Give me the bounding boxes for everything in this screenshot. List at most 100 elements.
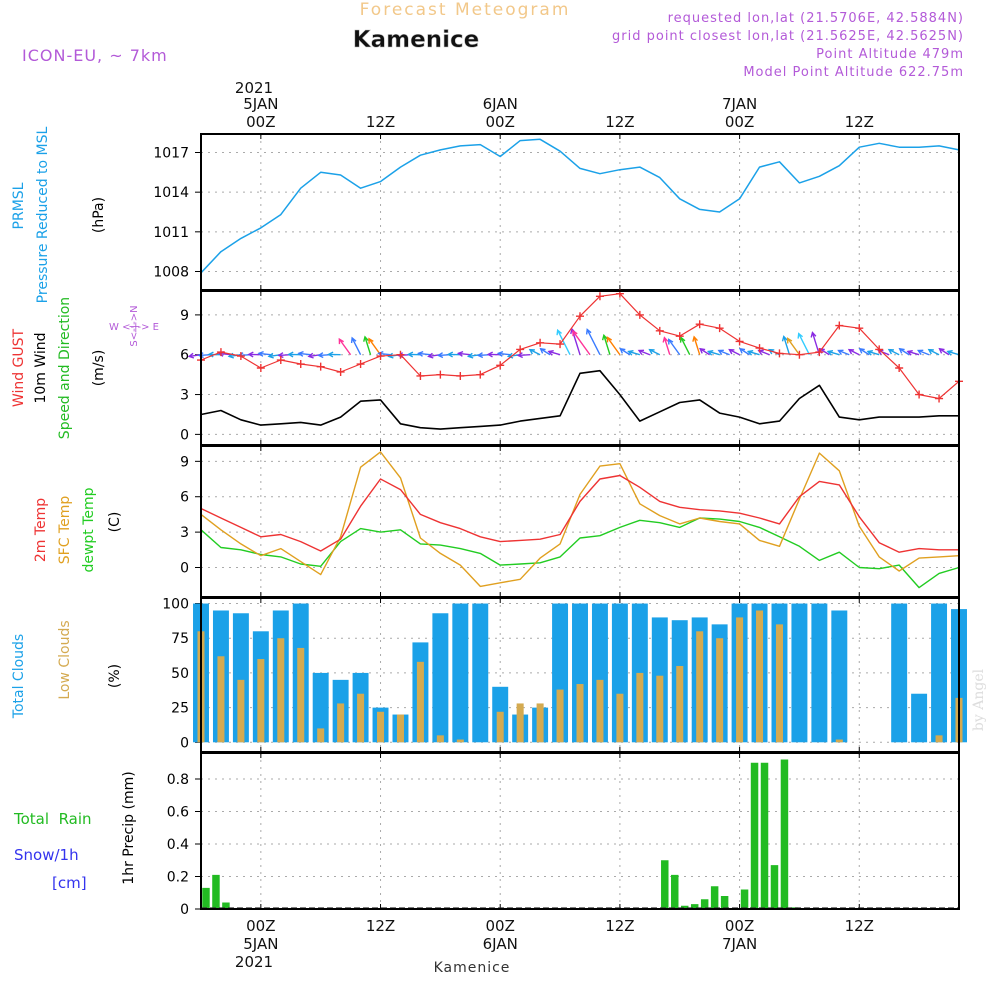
- temp-ytick-label: 3: [180, 525, 189, 541]
- point-altitude: Point Altitude 479m: [816, 47, 964, 62]
- gust-marker: [895, 364, 904, 372]
- wind-arrow: [529, 349, 541, 356]
- total-clouds-bar: [312, 672, 329, 743]
- gust-marker: [835, 321, 844, 330]
- gust-marker: [775, 349, 784, 358]
- wind-arrow: [638, 349, 651, 356]
- clouds-ytick-label: 25: [171, 701, 189, 717]
- wind-arrow-head: [556, 328, 562, 336]
- gust-marker: [396, 350, 405, 359]
- clouds-panel: 0 25 50 75 100: [162, 597, 967, 753]
- low-clouds-bar: [257, 659, 265, 743]
- gridpoint-coords: grid point closest lon,lat (21.5625E, 42…: [612, 29, 964, 44]
- precip-ytick-label: 0: [180, 902, 189, 918]
- wind-arrow: [572, 330, 591, 356]
- wind-arrow: [258, 352, 271, 356]
- wind-arrow-head: [547, 349, 554, 356]
- wind-arrow: [928, 349, 940, 356]
- low-clouds-bar: [217, 656, 225, 743]
- top-time-label: 12Z: [366, 113, 395, 131]
- wind-arrow: [708, 350, 720, 356]
- rain-bar: [661, 860, 669, 909]
- wind-arrow-head: [257, 350, 264, 357]
- snow-label: Snow/1h: [14, 846, 79, 864]
- precip-ytick-label: 0.2: [167, 870, 189, 886]
- wind-arrow-head: [528, 348, 535, 355]
- wind-arrow-head: [627, 349, 634, 356]
- wind-arrow-head: [826, 349, 834, 356]
- wind-arrow-head: [387, 352, 394, 359]
- low-clouds-label: Low Clouds: [57, 620, 73, 699]
- low-clouds-bar: [277, 638, 285, 743]
- gust-marker: [256, 364, 265, 372]
- rain-bar: [760, 762, 769, 909]
- gust-marker: [795, 350, 804, 359]
- wind-arrow-head: [728, 348, 735, 355]
- gust-marker: [496, 361, 505, 370]
- top-date-label: 7JAN: [722, 95, 757, 113]
- wind-arrow-head: [637, 349, 645, 355]
- wind-arrow-head: [368, 337, 374, 344]
- gust-marker: [456, 371, 465, 380]
- clouds-unit: (%): [107, 664, 123, 688]
- gust-marker: [276, 356, 285, 365]
- wind-arrow: [718, 349, 730, 356]
- wind-arrow-head: [467, 352, 474, 359]
- low-clouds-bar: [636, 672, 644, 743]
- top-time-label: 00Z: [725, 113, 754, 131]
- wind-arrow-head: [699, 347, 706, 354]
- top-time-label: 00Z: [246, 113, 275, 131]
- wind-arrow-head: [585, 328, 592, 335]
- wind-arrow: [548, 350, 561, 356]
- low-clouds-bar: [596, 679, 604, 743]
- wind-arrow: [859, 348, 870, 356]
- wind10m-line: [200, 369, 959, 430]
- gust-marker: [236, 352, 245, 361]
- total-clouds-bar: [911, 693, 928, 743]
- wind-arrow-head: [668, 338, 674, 345]
- wind-arrow-head: [338, 337, 344, 345]
- wind-arrow: [620, 348, 631, 356]
- rain-bar: [690, 904, 699, 909]
- wind-arrow-head: [757, 349, 764, 355]
- gust-marker: [536, 338, 545, 347]
- low-clouds-bar: [656, 675, 664, 743]
- low-clouds-bar: [536, 703, 544, 743]
- wind-ytick-label: 9: [180, 308, 189, 324]
- rain-bar: [720, 896, 729, 909]
- wind-arrow-head: [446, 351, 454, 358]
- clouds-ytick-label: 0: [180, 735, 189, 751]
- wind-arrow-head: [277, 352, 284, 359]
- wind-arrow-head: [606, 336, 613, 343]
- pressure-label-2: Pressure Reduced to MSL: [35, 126, 51, 303]
- wind-arrow-head: [746, 349, 754, 356]
- total-clouds-bar: [452, 603, 469, 743]
- wind-arrow: [518, 354, 531, 357]
- wind-arrow-head: [539, 347, 546, 354]
- total-clouds-bar: [891, 603, 908, 743]
- wind-arrow-head: [456, 350, 464, 357]
- wind-ytick-label: 6: [180, 348, 189, 364]
- wind-arrow: [918, 349, 930, 356]
- wind-panel: 0 3 6 9: [180, 289, 963, 446]
- model-altitude: Model Point Altitude 622.75m: [743, 65, 964, 80]
- wind-arrow: [888, 349, 900, 356]
- low-clouds-bar: [616, 693, 624, 743]
- low-clouds-bar: [377, 711, 385, 743]
- bottom-time-label: 00Z: [486, 917, 515, 935]
- forecast-title: Forecast Meteogram: [360, 0, 571, 20]
- low-clouds-bar: [396, 714, 404, 743]
- low-clouds-bar: [756, 610, 764, 743]
- wind-arrow: [899, 348, 910, 356]
- gust-marker: [316, 362, 325, 371]
- bottom-time-label: 12Z: [845, 917, 874, 935]
- rain-bar: [740, 889, 749, 909]
- wind-arrow: [418, 352, 431, 356]
- gust-label: Wind GUST: [11, 328, 27, 407]
- low-clouds-bar: [297, 647, 305, 743]
- wind-arrow-head: [648, 348, 655, 355]
- total-clouds-bar: [591, 603, 608, 743]
- footer-station: Kamenice: [434, 960, 511, 976]
